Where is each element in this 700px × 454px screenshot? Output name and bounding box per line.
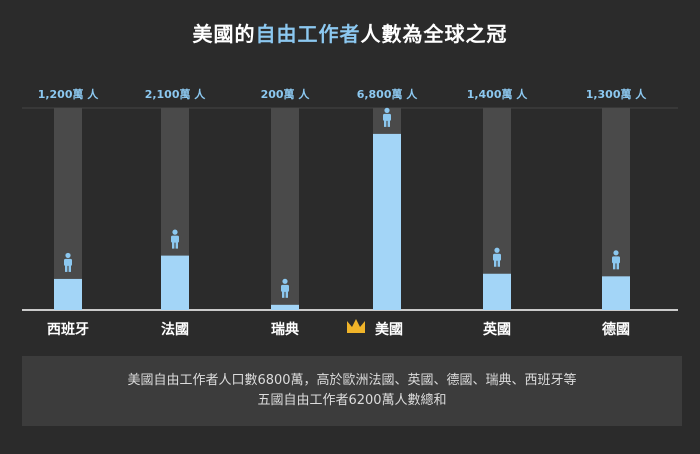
- footer-note: 美國自由工作者人口數6800萬，高於歐洲法國、英國、德國、瑞典、西班牙等 五國自…: [22, 356, 682, 426]
- category-label: 德國: [602, 321, 630, 338]
- bar-track: [54, 108, 82, 310]
- person-icon: [493, 247, 501, 267]
- bar: [483, 273, 511, 310]
- person-icon: [281, 278, 289, 298]
- crown-icon: [347, 319, 365, 333]
- value-label: 2,100萬 人: [145, 87, 207, 101]
- bar: [161, 255, 189, 310]
- value-label: 1,300萬 人: [586, 87, 648, 101]
- bar: [373, 133, 401, 310]
- category-label: 英國: [482, 321, 511, 338]
- person-icon: [171, 229, 179, 249]
- title-part1: 美國的: [192, 22, 256, 46]
- title-accent: 自由工作者: [255, 22, 361, 46]
- category-label: 美國: [375, 321, 403, 338]
- chart-title: 美國的自由工作者人數為全球之冠: [0, 18, 700, 47]
- person-icon: [383, 107, 391, 127]
- footer-line1: 美國自由工作者人口數6800萬，高於歐洲法國、英國、德國、瑞典、西班牙等: [127, 373, 577, 388]
- person-icon: [64, 252, 72, 272]
- value-label: 200萬 人: [261, 87, 311, 101]
- person-icon: [612, 250, 620, 270]
- bar: [54, 278, 82, 310]
- bar-track: [271, 108, 299, 310]
- title-part2: 人數為全球之冠: [360, 22, 508, 46]
- value-label: 6,800萬 人: [357, 87, 419, 101]
- category-label: 瑞典: [271, 321, 299, 338]
- bar: [271, 304, 299, 310]
- category-label: 西班牙: [47, 321, 89, 338]
- value-label: 1,200萬 人: [38, 87, 100, 101]
- category-label: 法國: [161, 321, 189, 338]
- value-label: 1,400萬 人: [467, 87, 529, 101]
- bar: [602, 276, 630, 310]
- footer-line2: 五國自由工作者6200萬人數總和: [257, 393, 447, 408]
